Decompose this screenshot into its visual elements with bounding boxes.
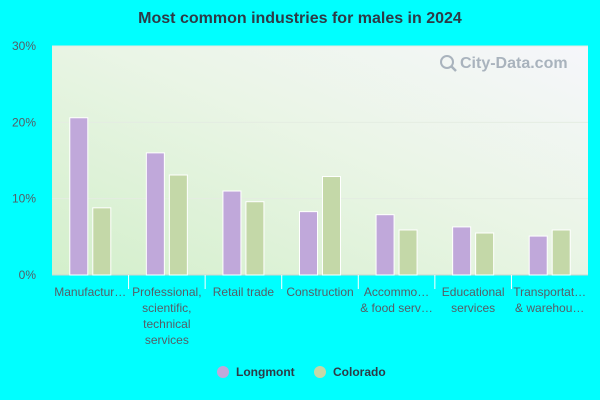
x-tick-label: Educational services xyxy=(442,285,505,315)
bar-longmont[interactable] xyxy=(528,235,548,276)
bar-longmont[interactable] xyxy=(222,190,242,276)
watermark-text: City-Data.com xyxy=(460,55,568,72)
x-tick-label-line: & warehou… xyxy=(515,301,584,315)
x-tick-label-line: Manufactur… xyxy=(54,285,126,299)
legend-label: Longmont xyxy=(236,365,295,379)
bar-colorado[interactable] xyxy=(92,207,112,276)
legend-swatch xyxy=(314,366,326,378)
x-tick-label-line: Transportat… xyxy=(513,285,586,299)
x-tick-label-line: Professional, xyxy=(132,285,201,299)
y-tick-label: 0% xyxy=(19,268,37,282)
bar-longmont[interactable] xyxy=(299,211,318,276)
x-tick-label: Professional, scientific, technical service… xyxy=(132,285,201,347)
bar-longmont[interactable] xyxy=(69,117,89,276)
legend: Longmont Colorado xyxy=(217,365,386,379)
legend-label: Colorado xyxy=(333,365,386,379)
bars xyxy=(69,117,571,276)
bar-colorado[interactable] xyxy=(398,229,418,276)
x-tick-label-line: services xyxy=(451,301,495,315)
y-tick-label: 10% xyxy=(12,192,36,206)
x-tick-label: Retail trade xyxy=(213,285,275,299)
plot-area xyxy=(52,46,588,275)
x-tick-label-line: Retail trade xyxy=(213,285,275,299)
x-tick-label-line: Educational xyxy=(442,285,505,299)
x-axis-labels: Manufactur… Professional, scientific, techn… xyxy=(54,285,586,347)
y-tick-label: 30% xyxy=(12,39,36,53)
bar-colorado[interactable] xyxy=(168,174,188,276)
x-tick-label: Construction xyxy=(286,285,353,299)
x-tick-label: Manufactur… xyxy=(54,285,126,299)
bar-longmont[interactable] xyxy=(452,226,472,276)
y-axis-ticks: 0% 10% 20% 30% xyxy=(12,39,36,282)
x-tick-label-line: & food serv… xyxy=(360,301,433,315)
bar-colorado[interactable] xyxy=(551,229,571,276)
x-tick-label-line: services xyxy=(145,333,189,347)
magnifier-handle xyxy=(450,65,457,72)
y-tick-label: 20% xyxy=(12,115,36,129)
bar-colorado[interactable] xyxy=(322,176,341,276)
bar-longmont[interactable] xyxy=(375,214,395,276)
x-tick-label: Accommo… & food serv… xyxy=(360,285,433,315)
x-tick-label-line: Construction xyxy=(286,285,353,299)
chart-title: Most common industries for males in 2024 xyxy=(138,10,462,27)
x-tick-label-line: technical xyxy=(143,317,190,331)
gridlines xyxy=(52,45,588,289)
bar-longmont[interactable] xyxy=(145,152,165,276)
magnifier-icon xyxy=(440,55,454,69)
legend-swatch xyxy=(217,366,229,378)
watermark: City-Data.com xyxy=(440,55,568,72)
bar-colorado[interactable] xyxy=(245,201,265,276)
x-tick-label-line: Accommo… xyxy=(364,285,429,299)
x-tick-label: Transportat… & warehou… xyxy=(513,285,586,315)
x-tick-label-line: scientific, xyxy=(142,301,191,315)
bar-colorado[interactable] xyxy=(475,232,495,276)
